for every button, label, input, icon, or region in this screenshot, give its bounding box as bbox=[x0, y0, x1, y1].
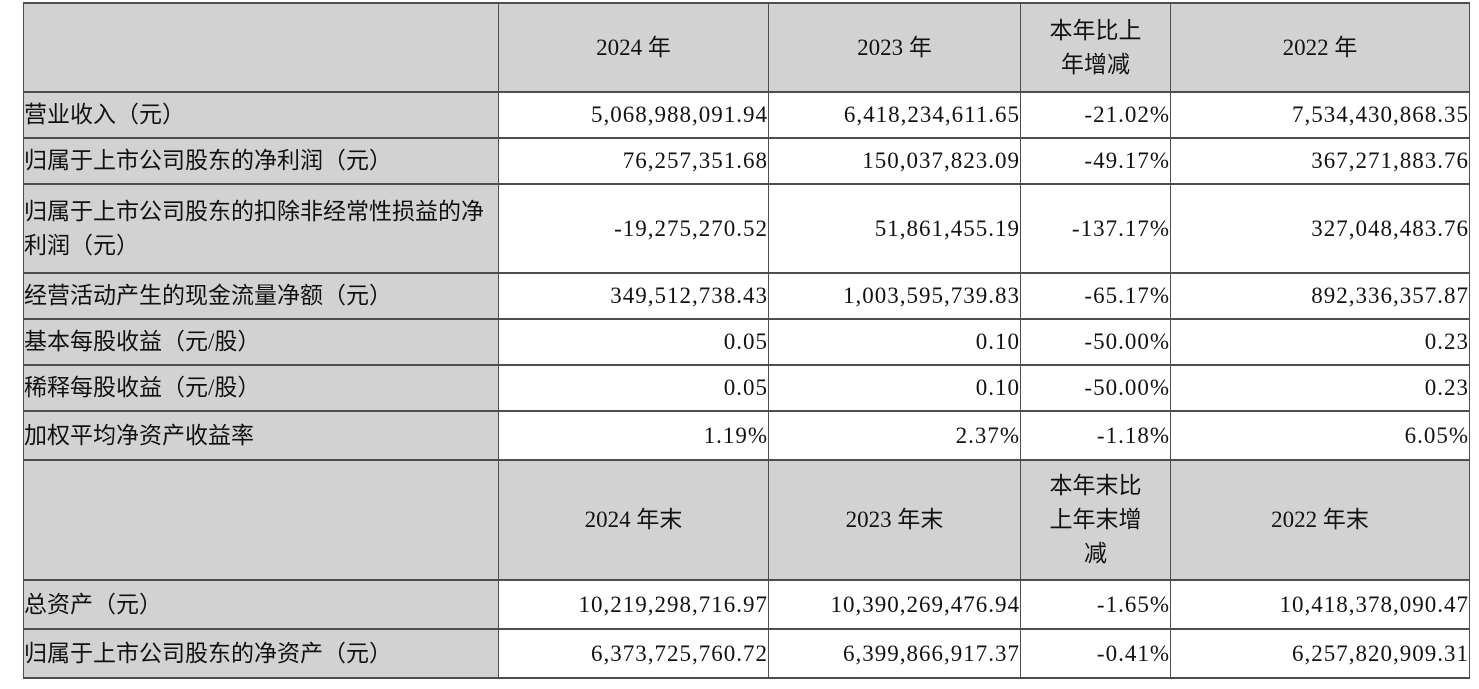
cell-2022: 10,418,378,090.47 bbox=[1170, 579, 1470, 630]
year-end-header-row: 2024 年末 2023 年末 本年末比 上年末增 减 2022 年末 bbox=[23, 459, 1470, 581]
header-cell-yearend-change: 本年末比 上年末增 减 bbox=[1020, 459, 1171, 581]
cell-2022: 0.23 bbox=[1170, 364, 1470, 412]
header-cell-empty bbox=[23, 459, 499, 581]
cell-change: -137.17% bbox=[1020, 183, 1171, 274]
header-cell-year-2024: 2024 年 bbox=[498, 2, 769, 93]
cell-2022: 7,534,430,868.35 bbox=[1170, 91, 1470, 139]
table-row-revenue: 营业收入（元） 5,068,988,091.94 6,418,234,611.6… bbox=[23, 91, 1470, 139]
table-row-diluted-eps: 稀释每股收益（元/股） 0.05 0.10 -50.00% 0.23 bbox=[23, 364, 1470, 412]
cell-2022: 892,336,357.87 bbox=[1170, 272, 1470, 320]
cell-2024: 349,512,738.43 bbox=[498, 272, 769, 320]
cell-2023: 2.37% bbox=[768, 410, 1021, 461]
header-cell-year-2023: 2023 年 bbox=[768, 2, 1021, 93]
row-label: 稀释每股收益（元/股） bbox=[23, 364, 499, 412]
table-row-net-assets: 归属于上市公司股东的净资产（元） 6,373,725,760.72 6,399,… bbox=[23, 628, 1470, 679]
table-row-basic-eps: 基本每股收益（元/股） 0.05 0.10 -50.00% 0.23 bbox=[23, 318, 1470, 366]
cell-2022: 367,271,883.76 bbox=[1170, 137, 1470, 185]
cell-2024: 6,373,725,760.72 bbox=[498, 628, 769, 679]
row-label: 归属于上市公司股东的扣除非经常性损益的净利润（元） bbox=[23, 183, 499, 274]
table-row-operating-cash-flow: 经营活动产生的现金流量净额（元） 349,512,738.43 1,003,59… bbox=[23, 272, 1470, 320]
cell-2023: 0.10 bbox=[768, 318, 1021, 366]
header-cell-year-2022: 2022 年 bbox=[1170, 2, 1470, 93]
row-label: 加权平均净资产收益率 bbox=[23, 410, 499, 461]
cell-2024: -19,275,270.52 bbox=[498, 183, 769, 274]
cell-2022: 0.23 bbox=[1170, 318, 1470, 366]
cell-change: -1.18% bbox=[1020, 410, 1171, 461]
cell-2024: 0.05 bbox=[498, 318, 769, 366]
cell-2024: 1.19% bbox=[498, 410, 769, 461]
table-row-weighted-avg-roe: 加权平均净资产收益率 1.19% 2.37% -1.18% 6.05% bbox=[23, 410, 1470, 461]
row-label: 基本每股收益（元/股） bbox=[23, 318, 499, 366]
cell-2023: 51,861,455.19 bbox=[768, 183, 1021, 274]
cell-2023: 0.10 bbox=[768, 364, 1021, 412]
cell-change: -21.02% bbox=[1020, 91, 1171, 139]
cell-2022: 327,048,483.76 bbox=[1170, 183, 1470, 274]
cell-change: -49.17% bbox=[1020, 137, 1171, 185]
row-label: 营业收入（元） bbox=[23, 91, 499, 139]
cell-2023: 6,399,866,917.37 bbox=[768, 628, 1021, 679]
row-label: 经营活动产生的现金流量净额（元） bbox=[23, 272, 499, 320]
table-row-total-assets: 总资产（元） 10,219,298,716.97 10,390,269,476.… bbox=[23, 579, 1470, 630]
header-cell-end-2024: 2024 年末 bbox=[498, 459, 769, 581]
row-label: 归属于上市公司股东的净资产（元） bbox=[23, 628, 499, 679]
cell-2023: 1,003,595,739.83 bbox=[768, 272, 1021, 320]
header-cell-yoy-change: 本年比上 年增减 bbox=[1020, 2, 1171, 93]
table-row-net-profit-excl-nonrecurring: 归属于上市公司股东的扣除非经常性损益的净利润（元） -19,275,270.52… bbox=[23, 183, 1470, 274]
cell-2023: 10,390,269,476.94 bbox=[768, 579, 1021, 630]
annual-header-row: 2024 年 2023 年 本年比上 年增减 2022 年 bbox=[23, 2, 1470, 93]
cell-2024: 5,068,988,091.94 bbox=[498, 91, 769, 139]
cell-change: -50.00% bbox=[1020, 318, 1171, 366]
cell-2022: 6,257,820,909.31 bbox=[1170, 628, 1470, 679]
row-label: 总资产（元） bbox=[23, 579, 499, 630]
row-label: 归属于上市公司股东的净利润（元） bbox=[23, 137, 499, 185]
table-row-net-profit: 归属于上市公司股东的净利润（元） 76,257,351.68 150,037,8… bbox=[23, 137, 1470, 185]
cell-2024: 76,257,351.68 bbox=[498, 137, 769, 185]
cell-change: -1.65% bbox=[1020, 579, 1171, 630]
header-cell-empty bbox=[23, 2, 499, 93]
cell-2023: 150,037,823.09 bbox=[768, 137, 1021, 185]
cell-change: -65.17% bbox=[1020, 272, 1171, 320]
cell-change: -50.00% bbox=[1020, 364, 1171, 412]
header-cell-end-2023: 2023 年末 bbox=[768, 459, 1021, 581]
cell-2022: 6.05% bbox=[1170, 410, 1470, 461]
cell-2023: 6,418,234,611.65 bbox=[768, 91, 1021, 139]
cell-2024: 10,219,298,716.97 bbox=[498, 579, 769, 630]
cell-2024: 0.05 bbox=[498, 364, 769, 412]
header-cell-end-2022: 2022 年末 bbox=[1170, 459, 1470, 581]
cell-change: -0.41% bbox=[1020, 628, 1171, 679]
financial-summary-table: 2024 年 2023 年 本年比上 年增减 2022 年 营业收入（元） 5,… bbox=[23, 2, 1470, 679]
